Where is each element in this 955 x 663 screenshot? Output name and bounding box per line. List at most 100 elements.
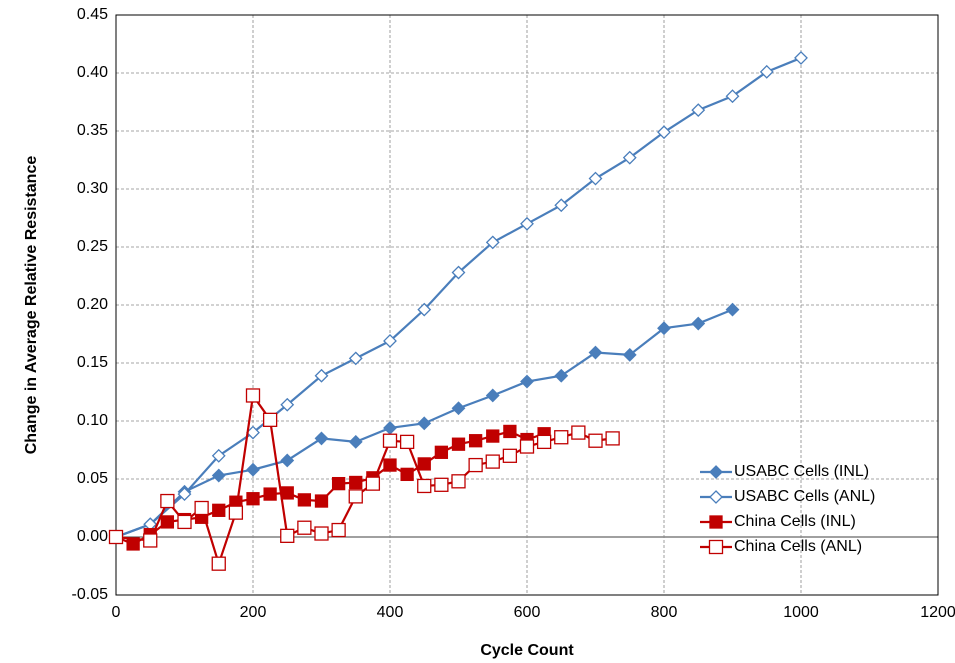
data-point <box>212 503 226 517</box>
data-point <box>246 462 260 477</box>
data-point <box>759 64 774 79</box>
data-point <box>331 476 346 491</box>
data-point <box>434 477 449 492</box>
data-point <box>211 448 226 463</box>
data-point <box>725 89 740 104</box>
data-point <box>246 492 260 506</box>
x-tick-label: 800 <box>651 604 678 621</box>
x-tick-label: 1200 <box>920 604 955 621</box>
plot-frame <box>115 14 939 596</box>
data-point <box>520 374 534 389</box>
data-point <box>691 316 706 331</box>
data-point <box>485 388 500 403</box>
y-tick-label: 0.00 <box>77 528 108 545</box>
data-point <box>211 468 226 483</box>
data-point <box>246 425 260 440</box>
legend-marker <box>709 515 723 529</box>
data-point <box>468 457 483 473</box>
legend-marker <box>709 490 723 504</box>
data-point <box>451 401 466 416</box>
x-tick-label: 600 <box>514 604 541 621</box>
data-point <box>314 526 329 541</box>
legend-label: China Cells (INL) <box>734 513 856 530</box>
data-point <box>262 412 278 427</box>
data-point <box>263 487 277 501</box>
data-point <box>657 125 671 140</box>
data-point <box>177 487 192 501</box>
data-point <box>417 416 432 431</box>
data-point <box>451 437 466 451</box>
data-point <box>502 448 518 463</box>
data-point <box>486 429 500 443</box>
data-point <box>348 351 363 366</box>
data-point <box>160 515 175 529</box>
data-point <box>691 103 706 118</box>
x-tick-label: 1000 <box>783 604 819 621</box>
data-point <box>451 265 466 280</box>
legend-label: China Cells (ANL) <box>734 538 862 555</box>
y-axis-title: Change in Average Relative Resistance <box>23 156 40 455</box>
legend-marker <box>708 539 724 555</box>
data-point <box>108 529 124 545</box>
data-point <box>280 397 295 412</box>
data-point <box>520 216 534 231</box>
data-point <box>348 489 363 504</box>
y-tick-label: 0.05 <box>77 470 108 487</box>
y-tick-label: 0.35 <box>77 122 108 139</box>
data-point <box>177 514 192 530</box>
data-point <box>383 421 397 435</box>
y-tick-label: 0.40 <box>77 64 108 81</box>
data-point <box>228 505 244 520</box>
data-point <box>297 520 312 535</box>
data-point <box>211 556 226 571</box>
legend-marker <box>709 465 723 479</box>
y-tick-label: 0.15 <box>77 354 108 371</box>
y-tick-label: 0.10 <box>77 412 108 429</box>
y-tick-label: 0.20 <box>77 296 108 313</box>
data-point <box>417 478 432 494</box>
data-point <box>399 434 415 450</box>
data-point <box>382 433 398 448</box>
data-point <box>349 475 363 490</box>
data-point <box>417 457 431 471</box>
data-point <box>588 171 603 186</box>
data-point <box>314 368 329 383</box>
x-tick-label: 200 <box>240 604 267 621</box>
data-point <box>588 345 603 360</box>
data-point <box>519 439 535 454</box>
data-point <box>383 334 397 348</box>
data-point <box>331 522 346 538</box>
data-point <box>605 431 620 446</box>
x-axis-title: Cycle Count <box>480 642 574 659</box>
data-point <box>571 425 586 440</box>
legend-label: USABC Cells (INL) <box>734 463 869 480</box>
data-point <box>622 347 637 362</box>
data-point <box>417 302 432 317</box>
data-point <box>725 302 740 317</box>
data-point <box>657 321 671 336</box>
data-point <box>468 434 483 448</box>
data-point <box>280 528 295 543</box>
y-tick-label: 0.30 <box>77 180 108 197</box>
data-point <box>503 424 517 439</box>
data-point <box>297 493 312 507</box>
x-tick-label: 0 <box>112 604 121 621</box>
data-point <box>245 388 261 403</box>
y-tick-label: 0.45 <box>77 6 108 23</box>
x-tick-label: 400 <box>377 604 404 621</box>
series-line <box>115 56 802 539</box>
data-point <box>485 454 500 469</box>
y-tick-label: -0.05 <box>72 586 109 603</box>
data-point <box>160 493 175 509</box>
data-point <box>194 500 209 516</box>
data-point <box>485 235 500 250</box>
data-point <box>400 467 414 482</box>
data-point <box>554 430 569 445</box>
data-point <box>554 198 569 213</box>
data-point <box>383 458 397 472</box>
data-point <box>554 368 569 383</box>
data-point <box>434 445 449 459</box>
legend-label: USABC Cells (ANL) <box>734 488 875 505</box>
